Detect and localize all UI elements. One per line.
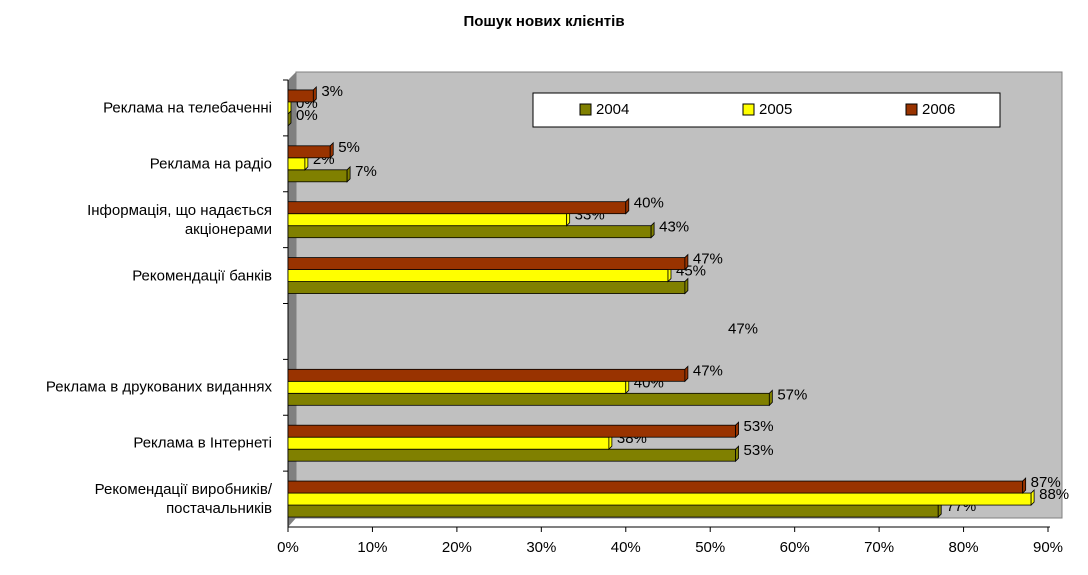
bar-side <box>684 253 689 271</box>
x-tick-label: 60% <box>780 539 810 556</box>
data-label: 5% <box>338 139 360 156</box>
bar <box>287 480 1024 494</box>
bar-side <box>625 197 630 215</box>
bar <box>287 269 669 282</box>
bar <box>287 201 627 215</box>
bar <box>287 169 348 183</box>
category-label: Інформація, що надається акціонерами <box>87 201 272 238</box>
bar <box>287 380 627 394</box>
bar-side <box>768 389 773 407</box>
bar <box>287 257 686 270</box>
bar <box>287 281 686 294</box>
bar-side <box>329 141 334 159</box>
data-label: 47% <box>693 362 723 379</box>
x-tick-label: 0% <box>277 539 299 556</box>
x-tick-label: 70% <box>864 539 894 556</box>
bar-side <box>684 277 689 295</box>
x-tick-label: 80% <box>949 539 979 556</box>
bar-side <box>684 365 689 383</box>
data-label: 47% <box>693 251 723 268</box>
data-label: 7% <box>355 163 377 180</box>
bar <box>287 157 306 171</box>
bar-side <box>1022 477 1027 495</box>
category-label: Реклама на телебаченні <box>103 99 272 117</box>
legend-label: 2004 <box>596 101 629 118</box>
data-label: 53% <box>744 418 774 435</box>
bar <box>287 145 331 159</box>
bar-side <box>312 85 317 103</box>
data-label: 87% <box>1031 474 1061 491</box>
bar-side <box>735 421 739 439</box>
data-label: 88% <box>1039 486 1069 503</box>
category-label: Рекомендації виробників/постачальників <box>94 481 272 518</box>
bar-side <box>650 221 655 239</box>
annotation: 47% <box>728 320 758 337</box>
bar-side <box>735 445 739 463</box>
legend-label: 2005 <box>759 101 792 118</box>
legend-label: 2006 <box>922 101 955 118</box>
x-tick-label: 30% <box>526 539 556 556</box>
bar <box>287 225 652 239</box>
data-label: 3% <box>321 83 343 100</box>
plot-side <box>288 72 296 527</box>
bar <box>287 436 610 450</box>
bar <box>287 368 686 382</box>
x-tick-label: 50% <box>695 539 725 556</box>
data-label: 53% <box>744 442 774 459</box>
x-tick-label: 20% <box>442 539 472 556</box>
bar <box>287 448 736 462</box>
bar <box>287 504 939 518</box>
x-tick-label: 90% <box>1033 539 1063 556</box>
bar <box>287 424 736 438</box>
bar-side <box>1030 489 1035 507</box>
data-label: 43% <box>659 219 689 236</box>
bar <box>287 492 1032 506</box>
legend-swatch <box>742 103 755 116</box>
category-label: Реклама на радіо <box>149 155 272 173</box>
legend <box>532 92 1001 128</box>
category-label: Реклама в друкованих виданнях <box>45 378 272 396</box>
legend-swatch <box>905 103 918 116</box>
x-tick-label: 40% <box>611 539 641 556</box>
legend-swatch <box>579 103 592 116</box>
category-label: Реклама в Інтернеті <box>133 434 272 452</box>
bar <box>287 392 770 406</box>
category-label: Рекомендації банків <box>132 267 272 285</box>
bar <box>287 89 314 103</box>
chart-title: Пошук нових клієнтів <box>463 13 624 30</box>
x-tick-label: 10% <box>357 539 387 556</box>
data-label: 57% <box>777 386 807 403</box>
data-label: 0% <box>296 107 318 124</box>
bar-side <box>346 165 351 183</box>
data-label: 40% <box>634 195 664 212</box>
bar <box>287 213 568 227</box>
